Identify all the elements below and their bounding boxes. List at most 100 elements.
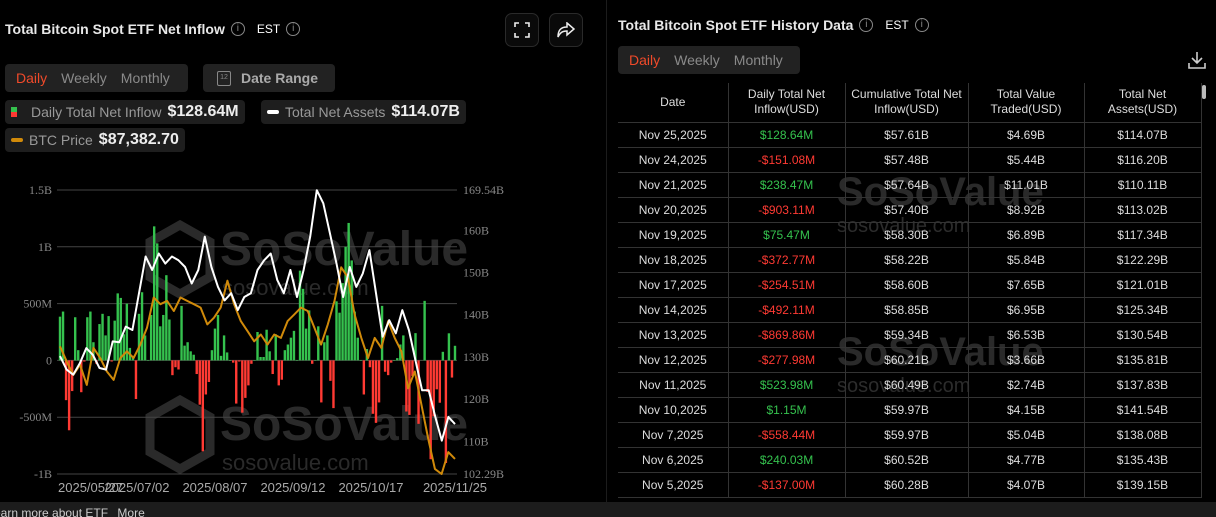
table-cell: $57.64B [844, 171, 969, 198]
inflow-bar [374, 360, 378, 423]
watermark-logo-icon [145, 219, 215, 300]
table-row[interactable]: Nov 11,2025 $523.98M $60.49B $2.74B $137.83B [618, 371, 1202, 398]
table-cell: $60.49B [844, 371, 969, 398]
column-header: Total Net Assets(USD) [1083, 83, 1202, 123]
inflow-bar [77, 350, 80, 361]
inflow-bar [152, 226, 156, 361]
table-row[interactable]: Nov 25,2025 $128.64M $57.61B $4.69B $114.07B [618, 121, 1202, 148]
watermark-logo-icon [145, 394, 215, 475]
table-row[interactable]: Nov 14,2025 -$492.11M $58.85B $6.95B $125.34… [618, 296, 1202, 323]
inflow-bar [186, 342, 189, 361]
timezone-label: EST [885, 18, 909, 32]
inflow-bar [86, 317, 89, 361]
column-header: Daily Total Net Inflow(USD) [727, 83, 846, 123]
inflow-bar [356, 337, 359, 361]
table-row[interactable]: Nov 21,2025 $238.47M $57.64B $11.01B $110.11… [618, 171, 1202, 198]
inflow-bar [396, 358, 399, 361]
right-axis-tick-label: 110B [463, 434, 489, 448]
tab-weekly[interactable]: Weekly [674, 52, 720, 68]
table-row[interactable]: Nov 10,2025 $1.15M $59.97B $4.15B $141.54B [618, 396, 1202, 423]
inflow-bar [122, 334, 126, 361]
inflow-bar [450, 360, 454, 378]
table-cell: $59.34B [844, 321, 969, 348]
table-cell: $75.47M [727, 221, 846, 248]
table-row[interactable]: Nov 12,2025 -$277.98M $60.21B $3.66B $135.81… [618, 346, 1202, 373]
tab-daily[interactable]: Daily [629, 52, 661, 68]
download-icon[interactable] [1187, 50, 1207, 70]
inflow-bar [189, 351, 192, 361]
table-row[interactable]: Nov 7,2025 -$558.44M $59.97B $5.04B $138.08B [618, 421, 1202, 448]
table-cell: $4.77B [967, 446, 1085, 473]
inflow-bar [280, 360, 284, 380]
table-row[interactable]: Nov 20,2025 -$903.11M $57.40B $8.92B $113.02… [618, 196, 1202, 223]
tab-daily[interactable]: Daily [16, 70, 48, 86]
inflow-bar [67, 360, 71, 431]
left-axis-tick-label: 500M [23, 297, 52, 311]
table-cell: $58.60B [844, 271, 969, 298]
inflow-bar [320, 360, 323, 403]
inflow-bar [159, 326, 162, 361]
table-cell: -$903.11M [727, 196, 846, 223]
table-row[interactable]: Nov 18,2025 -$372.77M $58.22B $5.84B $122.29… [618, 246, 1202, 273]
inflow-bar [216, 314, 220, 361]
table-cell: Nov 7,2025 [618, 421, 729, 448]
inflow-bar [298, 270, 302, 361]
inflow-bar [341, 283, 344, 361]
table-row[interactable]: Nov 24,2025 -$151.08M $57.48B $5.44B $116.20… [618, 146, 1202, 173]
inflow-bar [383, 360, 387, 372]
fullscreen-button[interactable] [505, 13, 539, 47]
table-cell: $135.81B [1083, 346, 1202, 373]
more-link[interactable]: More [117, 506, 145, 517]
table-row[interactable]: Nov 19,2025 $75.47M $58.30B $6.89B $117.34B [618, 221, 1202, 248]
fullscreen-icon [514, 22, 530, 38]
orange-line-swatch-icon [11, 138, 23, 142]
inflow-bar [429, 360, 432, 460]
inflow-bar [231, 360, 235, 363]
inflow-bar [389, 360, 393, 363]
watermark: SoSoValuesosovalue.comSoSoValuesosovalue… [145, 219, 468, 475]
inflow-bar [262, 356, 265, 361]
inflow-bar [64, 360, 68, 401]
right-axis-tick-label: 169.54B [463, 183, 504, 197]
timezone-info-icon[interactable]: i [286, 22, 301, 36]
scrollbar-thumb[interactable] [1202, 85, 1206, 99]
table-row[interactable]: Nov 6,2025 $240.03M $60.52B $4.77B $135.43B [618, 446, 1202, 473]
table-cell: -$372.77M [727, 246, 846, 273]
inflow-bar [350, 260, 353, 361]
inflow-bar [134, 360, 138, 400]
inflow-bar [241, 360, 244, 413]
inflow-bar [362, 360, 366, 395]
inflow-bar [165, 275, 168, 361]
table-row[interactable]: Nov 13,2025 -$869.86M $59.34B $6.53B $130.54… [618, 321, 1202, 348]
inflow-bar [335, 301, 338, 361]
share-button[interactable] [549, 13, 583, 47]
column-header: Cumulative Total Net Inflow(USD) [844, 83, 969, 123]
right-axis-tick-label: 120B [463, 392, 489, 406]
footer-text: earn more about ETF [0, 506, 109, 517]
date-range-button[interactable]: 12 Date Range [203, 64, 335, 92]
table-scrollbar[interactable] [1201, 83, 1208, 503]
inflow-bar [225, 352, 229, 361]
tab-monthly[interactable]: Monthly [120, 70, 170, 86]
table-row[interactable]: Nov 17,2025 -$254.51M $58.60B $7.65B $121.01… [618, 271, 1202, 298]
info-icon[interactable]: i [230, 22, 245, 36]
x-axis-tick-label: 2025/05/27 [58, 480, 123, 495]
table-cell: $6.95B [967, 296, 1085, 323]
inflow-bar [180, 305, 183, 361]
legend-daily-inflow[interactable]: Daily Total Net Inflow $128.64M [5, 100, 245, 124]
table-row[interactable]: Nov 5,2025 -$137.00M $60.28B $4.07B $139.15B [618, 471, 1202, 498]
chart-title-text: Total Bitcoin Spot ETF Net Inflow [5, 21, 225, 37]
timezone-info-icon[interactable]: i [914, 18, 929, 32]
legend-btc-price[interactable]: BTC Price $87,382.70 [5, 128, 185, 152]
table-cell: Nov 20,2025 [618, 196, 729, 223]
legend-net-assets[interactable]: Total Net Assets $114.07B [261, 100, 466, 124]
tab-monthly[interactable]: Monthly [733, 52, 783, 68]
history-table: Date Daily Total Net Inflow(USD) Cumulativ… [618, 83, 1202, 498]
table-cell: $8.92B [967, 196, 1085, 223]
x-axis-tick-label: 2025/09/12 [260, 480, 325, 495]
inflow-bar [235, 360, 238, 404]
tab-weekly[interactable]: Weekly [61, 70, 107, 86]
info-icon[interactable]: i [859, 18, 874, 32]
table-cell: $4.69B [967, 121, 1085, 148]
net-assets-line [59, 189, 456, 442]
